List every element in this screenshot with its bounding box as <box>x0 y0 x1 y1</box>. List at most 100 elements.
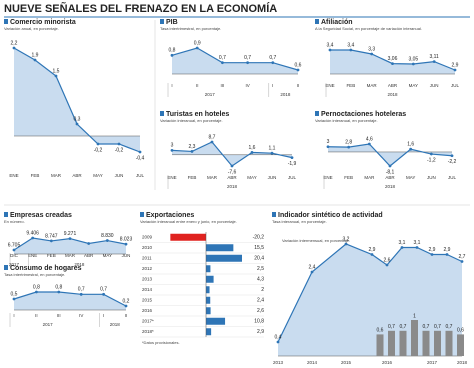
x-tick-label: MAY <box>103 253 112 258</box>
value-label: 0,7 <box>269 55 276 61</box>
x-tick-label: MAY <box>409 83 418 88</box>
area <box>14 48 140 152</box>
bar <box>206 275 214 283</box>
point <box>195 46 199 50</box>
value-label: 2,8 <box>345 139 352 145</box>
x-tick-label: I <box>103 313 104 318</box>
title-bullet <box>315 111 319 116</box>
point <box>54 74 58 78</box>
point <box>370 52 374 56</box>
x-tick-label: ABR <box>227 175 237 180</box>
point <box>35 290 38 294</box>
chart-title: Empresas creadas <box>10 212 72 219</box>
point <box>400 246 404 249</box>
x-tick-label: MAY <box>93 173 102 178</box>
x-tick-label: JUN <box>122 253 131 258</box>
chart-subtitle: Tasa intertrimestral, en porcentaje. <box>160 26 221 31</box>
value-label: 3,3 <box>368 46 375 52</box>
point <box>430 253 434 256</box>
x-tick-label: JUN <box>268 175 277 180</box>
bar <box>206 328 212 336</box>
title-bullet <box>140 212 144 217</box>
y-tick-label: 2009 <box>142 234 153 239</box>
value-label: 3,11 <box>429 54 439 60</box>
value-label: 0,7 <box>446 324 453 330</box>
x-tick-label: JUN <box>115 173 124 178</box>
value-label: 3,06 <box>388 56 398 62</box>
value-label: 0,7 <box>100 287 107 293</box>
value-label: 2,2 <box>11 40 18 46</box>
value-label: -2,2 <box>448 159 457 165</box>
bar-legend: Variación intermensual, en porcentaje. <box>282 238 350 243</box>
chart-title: Turistas en hoteles <box>166 111 229 118</box>
value-label: 0,4 <box>275 334 282 340</box>
point <box>385 263 389 267</box>
area <box>330 50 455 74</box>
point <box>445 253 449 256</box>
point <box>87 242 91 245</box>
value-label: 0,7 <box>244 55 251 61</box>
point <box>31 236 35 240</box>
value-label: 0,7 <box>434 324 441 330</box>
line <box>277 243 463 343</box>
bar <box>206 317 226 325</box>
value-label: 6.705 <box>8 242 21 248</box>
value-label: 8,7 <box>209 134 216 140</box>
x-tick-label: FEB <box>31 173 40 178</box>
area <box>14 238 126 254</box>
x-tick-label: 2017 <box>427 360 438 365</box>
bar <box>422 330 430 356</box>
value-label: 3,05 <box>408 56 418 62</box>
x-tick-label: ENE <box>167 175 176 180</box>
value-label: 1,6 <box>249 145 256 151</box>
area <box>172 142 292 166</box>
y-tick-label: 2017* <box>142 318 154 323</box>
chart-subtitle: Tasa interanual, en porcentaje. <box>272 219 327 224</box>
footnote: *Datos provisionales. <box>142 340 180 345</box>
value-label: 0,5 <box>11 291 18 297</box>
value-label: 4,3 <box>257 277 264 283</box>
bar <box>206 265 211 273</box>
x-tick-label: JUN <box>430 83 439 88</box>
point <box>453 68 457 72</box>
x-tick-label: JUN <box>427 175 436 180</box>
chart-subtitle: Tasa intertrimestral, en porcentaje. <box>4 272 65 277</box>
value-label: 1,1 <box>269 146 276 152</box>
y-tick-label: 2014 <box>142 287 153 292</box>
value-label: 3,4 <box>347 42 354 48</box>
point <box>12 248 16 252</box>
line <box>13 291 127 307</box>
value-label: 0,6 <box>377 328 384 334</box>
value-label: -8,1 <box>386 169 395 175</box>
point <box>57 290 61 294</box>
x-tick-label: II <box>196 83 199 88</box>
point <box>344 242 348 246</box>
x-tick-label: MAR <box>207 175 218 180</box>
chart-title: Pernoctaciones hoteleras <box>321 111 406 118</box>
title-bullet <box>160 19 164 24</box>
value-label: -0,4 <box>136 155 145 161</box>
point <box>230 164 234 168</box>
bar <box>411 320 418 356</box>
value-label: 2,4 <box>257 298 264 304</box>
group-label: 2018 <box>74 262 85 267</box>
value-label: 2,9 <box>429 247 436 253</box>
x-tick-label: III <box>221 83 225 88</box>
x-tick-label: FEB <box>344 175 353 180</box>
point <box>276 340 280 344</box>
group-label: 2018 <box>387 92 398 97</box>
y-tick-label: 2016 <box>142 308 153 313</box>
x-tick-label: FEB <box>47 253 56 258</box>
value-label: 2,6 <box>257 308 264 314</box>
point <box>96 142 100 146</box>
bar <box>206 307 211 315</box>
point <box>411 62 415 66</box>
point <box>117 142 121 146</box>
point <box>190 150 194 153</box>
bar <box>206 254 242 262</box>
value-label: 9.406 <box>26 230 39 236</box>
value-label: 9.271 <box>64 231 77 237</box>
x-tick-label: ENE <box>28 253 37 258</box>
bar <box>206 244 234 252</box>
value-label: 0,6 <box>457 328 464 334</box>
